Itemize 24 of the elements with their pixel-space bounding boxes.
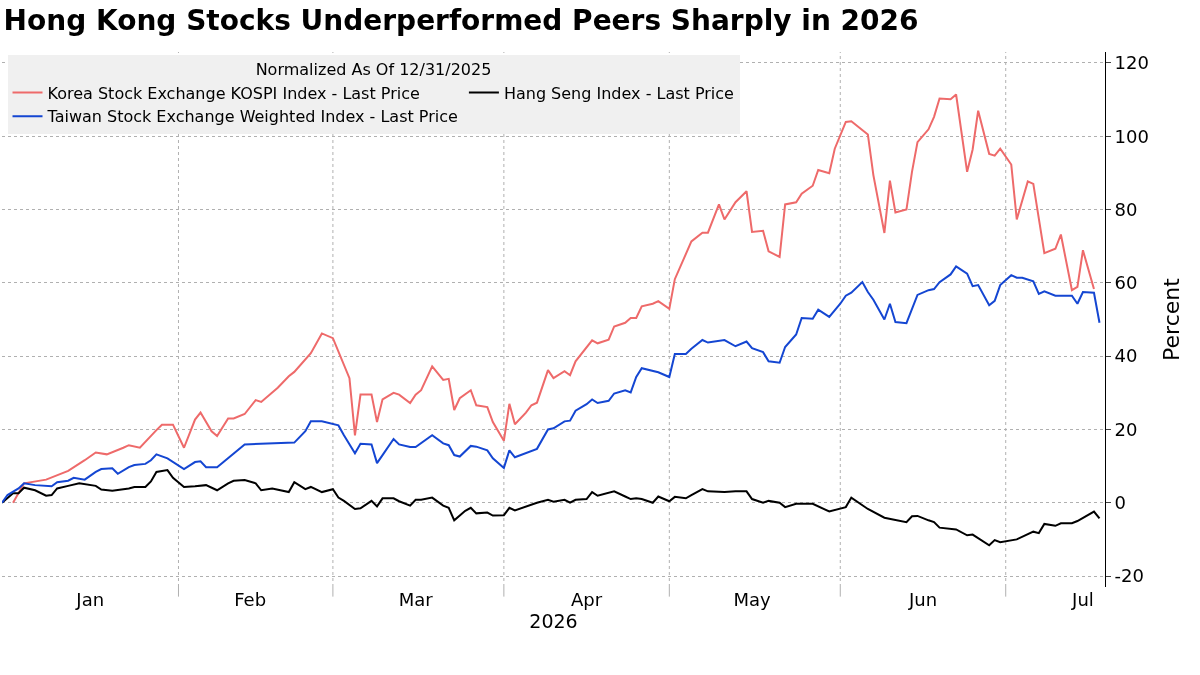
x-tick-label: Feb xyxy=(234,589,267,610)
x-tick-label: Jan xyxy=(75,589,105,610)
legend-label: Taiwan Stock Exchange Weighted Index - Last Price xyxy=(46,107,458,127)
y-axis-title: Percent xyxy=(1158,277,1184,361)
chart-title: Hong Kong Stocks Underperformed Peers Sharply in 2026 xyxy=(3,3,919,37)
y-tick-label: 120 xyxy=(1114,52,1149,74)
legend-title: Normalized As Of 12/31/2025 xyxy=(255,60,492,80)
y-tick-label: 60 xyxy=(1114,272,1138,294)
x-tick-label: Mar xyxy=(398,589,434,610)
y-tick-label: 80 xyxy=(1114,198,1138,220)
x-tick-label: May xyxy=(733,589,771,610)
x-tick-label: Jun xyxy=(907,589,938,610)
line-series xyxy=(2,265,1101,504)
x-tick-label: Apr xyxy=(571,589,603,610)
y-tick-label: 0 xyxy=(1114,492,1127,514)
legend-label: Korea Stock Exchange KOSPI Index - Last Price xyxy=(47,83,420,103)
line-series xyxy=(2,469,1101,547)
y-tick-label: 20 xyxy=(1114,418,1138,440)
y-tick-label: 40 xyxy=(1114,345,1138,367)
x-tick-label: Jul xyxy=(1071,589,1094,610)
y-tick-label: -20 xyxy=(1114,565,1145,587)
y-tick-label: 100 xyxy=(1114,125,1149,147)
legend-label: Hang Seng Index - Last Price xyxy=(503,83,734,103)
x-axis-title: 2026 xyxy=(529,610,578,632)
